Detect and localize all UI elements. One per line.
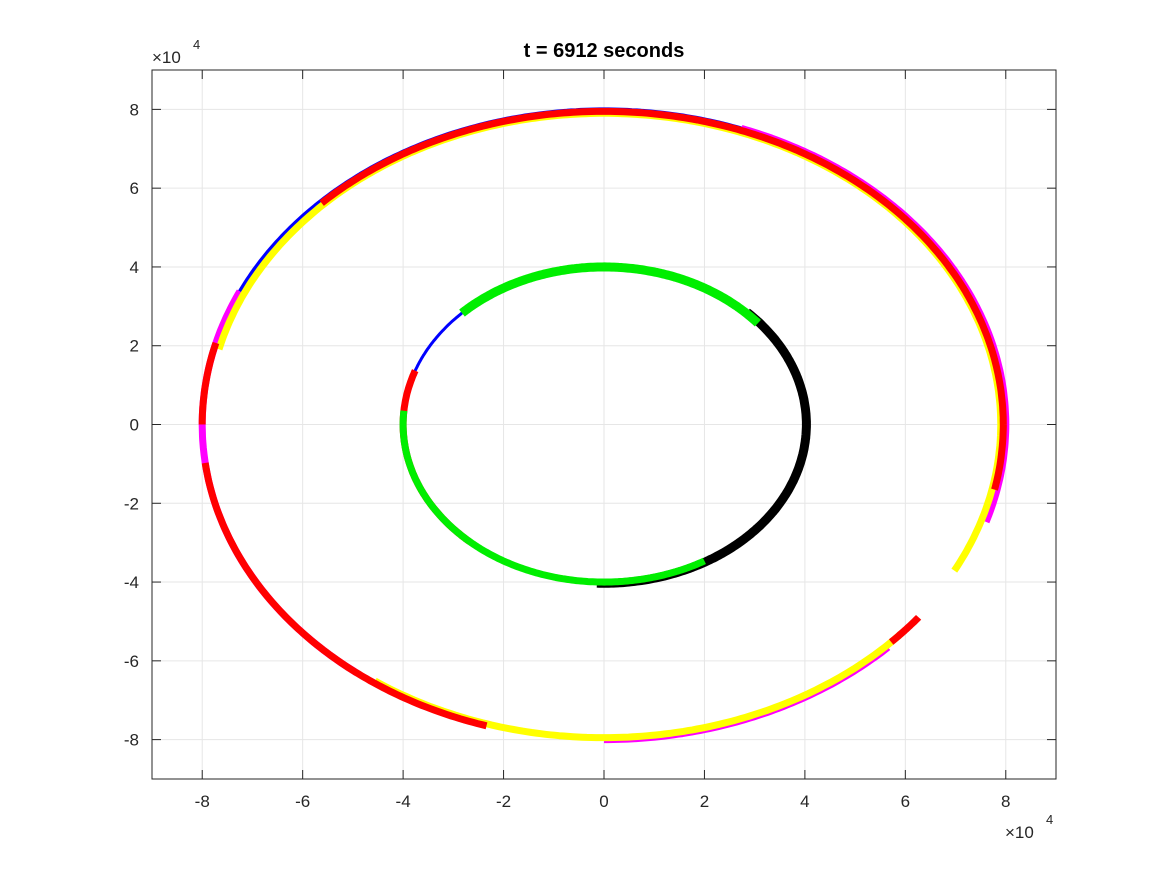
y-exponent-power: 4 <box>193 37 200 52</box>
y-tick-label: 6 <box>130 179 139 198</box>
trajectory-series-4 <box>198 289 359 676</box>
trajectory-series-15 <box>594 308 811 588</box>
trajectory-series-9 <box>198 341 220 425</box>
trajectory-series-17 <box>399 409 706 586</box>
trajectory-series-7 <box>373 631 903 742</box>
trajectory-series-8 <box>201 462 488 730</box>
x-tick-label: 0 <box>599 792 608 811</box>
x-tick-label: -2 <box>496 792 511 811</box>
y-tick-label: -2 <box>124 494 139 513</box>
trajectory-series-6 <box>604 109 1005 573</box>
y-tick-label: 2 <box>130 337 139 356</box>
grid-layer <box>152 70 1056 779</box>
x-tick-label: 4 <box>800 792 809 811</box>
x-tick-label: -4 <box>396 792 411 811</box>
x-tick-label: 8 <box>1001 792 1010 811</box>
x-exponent-power: 4 <box>1046 812 1053 827</box>
x-tick-label: -8 <box>195 792 210 811</box>
y-tick-label: 0 <box>130 416 139 435</box>
trajectory-series-12 <box>888 614 922 645</box>
x-tick-label: -6 <box>295 792 310 811</box>
x-tick-label: 6 <box>901 792 910 811</box>
series-layer <box>198 107 1010 744</box>
y-tick-label: 8 <box>130 100 139 119</box>
y-exponent-label: ×10 4 <box>152 37 200 67</box>
tick-layer: -8 -6 -4 -2 0 2 4 6 8 -8 -6 -4 -2 0 2 4 6 8 <box>124 70 1056 811</box>
x-tick-label: 2 <box>700 792 709 811</box>
chart-title: t = 6912 seconds <box>524 40 685 62</box>
y-tick-label: -4 <box>124 573 139 592</box>
y-tick-label: 4 <box>130 258 139 277</box>
x-exponent-base: ×10 <box>1005 823 1034 842</box>
y-exponent-base: ×10 <box>152 48 181 67</box>
trajectory-series-10 <box>319 107 1007 425</box>
trajectory-series-16 <box>459 262 761 327</box>
trajectory-series-2 <box>740 125 1010 524</box>
x-exponent-label: ×10 4 <box>1005 812 1053 842</box>
y-tick-label: -6 <box>124 652 139 671</box>
y-tick-label: -8 <box>124 731 139 750</box>
trajectory-series-11 <box>991 423 1007 491</box>
